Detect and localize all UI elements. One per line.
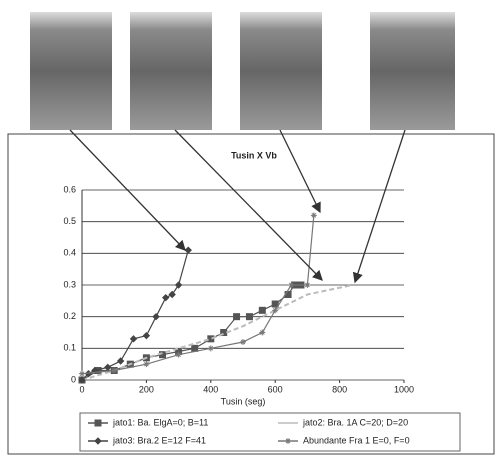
series-line [82, 285, 301, 380]
point [304, 282, 310, 288]
legend-label: jato1: Ba. ElgA=0; B=11 [112, 417, 208, 427]
x-tick-label: 800 [332, 384, 347, 394]
point [234, 314, 240, 320]
legend-marker [95, 420, 101, 426]
y-tick-label: 0.3 [63, 279, 76, 289]
point [246, 314, 252, 320]
legend-label: Abundante Fra 1 E=0, F=0 [303, 435, 410, 445]
y-tick-label: 0.1 [63, 343, 76, 353]
figure: Tusin X Vb Tusin (seg) 00.10.20.30.40.50… [0, 0, 499, 457]
point [208, 345, 214, 351]
point [79, 371, 85, 377]
point [163, 295, 169, 301]
arrow [355, 130, 405, 282]
plot: 0 0.1 0.2 0.3 0.4 0.5 0.6 0 200 400 600 800 1000 [63, 184, 414, 394]
photo [30, 12, 112, 130]
x-tick-label: 600 [268, 384, 283, 394]
y-tick-label: 0.2 [63, 311, 76, 321]
y-tick-label: 0.5 [63, 216, 76, 226]
arrow [280, 130, 320, 212]
point [131, 336, 137, 342]
y-tick-label: 0.6 [63, 184, 76, 194]
x-tick-label: 0 [79, 384, 84, 394]
point [185, 247, 191, 253]
y-tick-label: 0.4 [63, 248, 76, 258]
legend-label: jato2: Bra. 1A C=20; D=20 [302, 417, 408, 427]
point [259, 307, 265, 313]
chart-title: Tusin X Vb [231, 150, 277, 160]
point [311, 212, 317, 218]
point [118, 358, 124, 364]
x-tick-label: 1000 [394, 384, 414, 394]
photos [30, 12, 455, 130]
point [105, 364, 111, 370]
photo [130, 12, 212, 130]
point [143, 333, 149, 339]
x-axis-label: Tusin (seg) [221, 396, 266, 406]
point [192, 345, 198, 351]
point [143, 361, 149, 367]
photo [370, 12, 455, 130]
x-tick-label: 400 [203, 384, 218, 394]
point [153, 314, 159, 320]
series-line [82, 285, 352, 380]
point [240, 339, 246, 345]
photo [240, 12, 322, 130]
point [259, 330, 265, 336]
y-tick-label: 0 [71, 374, 76, 384]
x-tick-label: 200 [139, 384, 154, 394]
legend-label: jato3: Bra.2 E=12 F=41 [112, 435, 206, 445]
series-line [82, 250, 188, 380]
